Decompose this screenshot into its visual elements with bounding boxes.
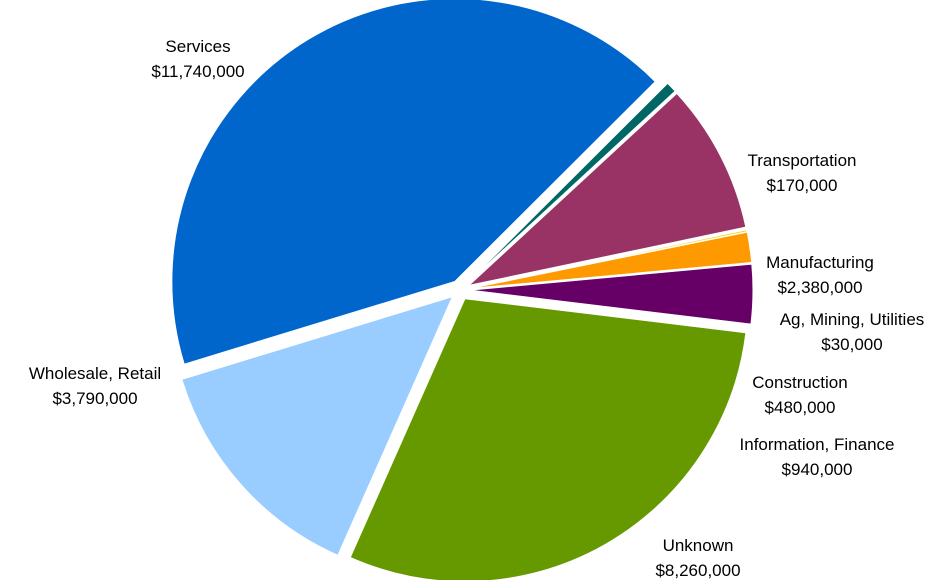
pie-slice-manufacturing [467,92,747,287]
label-unknown-value: $8,260,000 [655,561,740,580]
pie-labels: Services $11,740,000 Transportation $170… [29,37,924,580]
label-ag-mining-utilities-value: $30,000 [821,335,882,354]
pie-slice-construction [469,231,753,290]
pie-slices [171,0,754,580]
pie-slice-information-finance [469,263,754,325]
label-transportation-value: $170,000 [767,176,838,195]
label-services-value: $11,740,000 [151,62,244,81]
label-wholesale-retail-name: Wholesale, Retail [29,364,161,383]
label-services-name: Services [165,37,230,56]
label-unknown-name: Unknown [663,536,734,555]
label-manufacturing-value: $2,380,000 [777,278,862,297]
pie-slice-transportation [466,82,676,284]
label-construction-name: Construction [752,373,847,392]
label-construction-value: $480,000 [765,398,836,417]
pie-slice-unknown [349,298,747,580]
pie-slice-wholesale-retail [181,295,454,557]
label-wholesale-retail-value: $3,790,000 [52,389,137,408]
label-information-finance-value: $940,000 [782,460,853,479]
label-manufacturing-name: Manufacturing [766,253,874,272]
pie-slice-services [171,0,656,365]
label-transportation-name: Transportation [748,151,857,170]
label-ag-mining-utilities-name: Ag, Mining, Utilities [780,310,925,329]
pie-slice-ag-mining-utilities [469,229,748,289]
label-information-finance-name: Information, Finance [740,435,895,454]
